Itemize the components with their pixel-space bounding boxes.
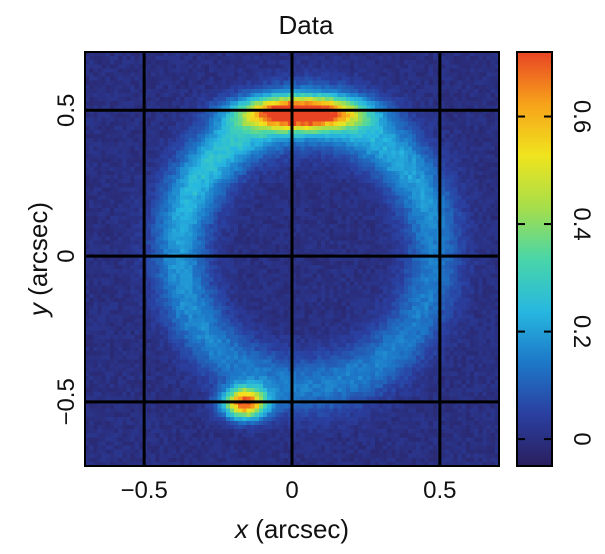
colorbar-tick-label: 0.4: [568, 207, 595, 240]
colorbar-ticks: 0 0.2 0.4 0.6: [517, 100, 595, 446]
y-axis-label: y (arcsec): [23, 202, 53, 318]
y-axis-label-unit: (arcsec): [23, 202, 53, 303]
y-tick-label: 0.5: [53, 94, 80, 127]
x-tick-label: 0: [285, 477, 298, 504]
x-tick-label: 0.5: [423, 477, 456, 504]
colorbar-tick-label: 0.2: [568, 315, 595, 348]
axis-ticks: −0.5 0 0.5 −0.5 0 0.5: [53, 94, 457, 504]
colorbar: [516, 51, 553, 467]
x-axis-label: x (arcsec): [233, 514, 349, 544]
x-axis-label-var: x: [233, 514, 249, 544]
x-axis-label-unit: (arcsec): [248, 514, 349, 544]
y-tick-label: −0.5: [53, 378, 80, 425]
y-tick-label: 0: [53, 249, 80, 262]
grid-lines: [85, 52, 499, 466]
colorbar-tick-label: 0.6: [568, 100, 595, 133]
chart-title: Data: [279, 10, 334, 40]
y-axis-label-var: y: [23, 301, 53, 318]
colorbar-tick-label: 0: [568, 432, 595, 445]
x-tick-label: −0.5: [120, 477, 167, 504]
